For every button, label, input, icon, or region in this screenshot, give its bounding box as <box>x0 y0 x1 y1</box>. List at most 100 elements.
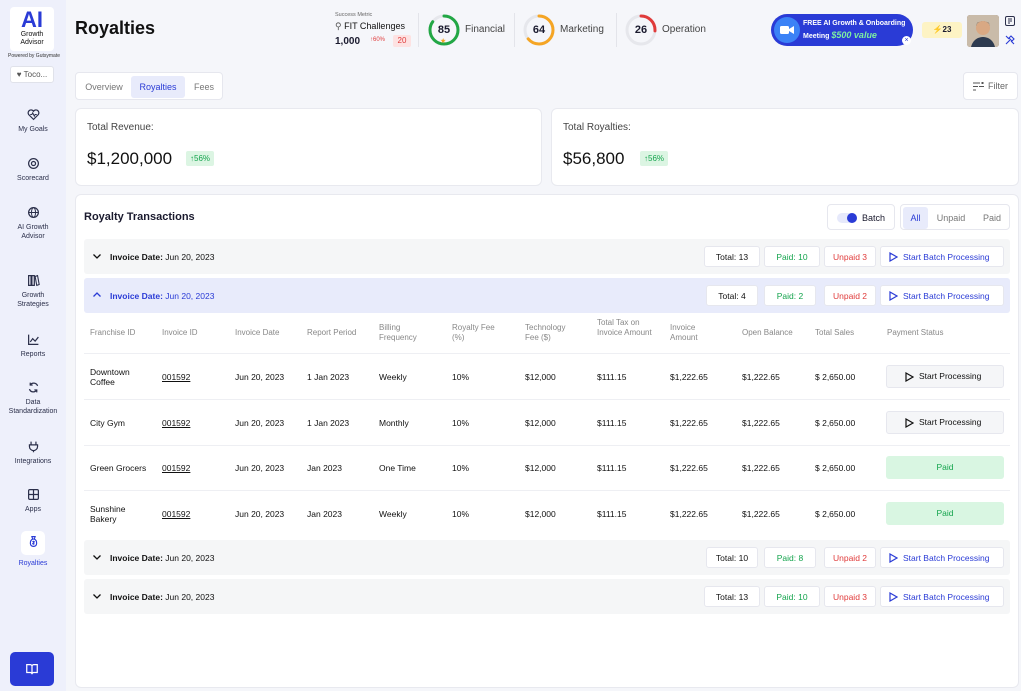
invoice-group[interactable]: Invoice Date: Jun 20, 2023 Total: 13 Pai… <box>84 239 1010 274</box>
filter-all[interactable]: All <box>903 207 928 229</box>
column-header: Franchise ID <box>90 328 136 337</box>
invoice-amount: $1,222.65 <box>670 463 708 473</box>
success-metric-name[interactable]: ⚲ FIT Challenges <box>335 21 405 32</box>
invoice-id-link[interactable]: 001592 <box>162 463 191 473</box>
group-unpaid: Unpaid 3 <box>824 246 876 267</box>
page-title: Royalties <box>75 18 156 38</box>
play-icon <box>889 291 898 301</box>
total-royalties-card <box>551 108 1019 186</box>
table-row: Green Grocers 001592 Jun 20, 2023 Jan 20… <box>84 445 1010 491</box>
report-period: Jan 2023 <box>307 509 342 519</box>
credits-count: 23 <box>942 25 952 34</box>
column-header: Technology Fee ($) <box>525 323 566 342</box>
invoice-amount: $1,222.65 <box>670 372 708 382</box>
franchise-id: Downtown Coffee <box>90 367 130 387</box>
column-header: Open Balance <box>742 328 793 337</box>
group-total: Total: 10 <box>706 547 758 568</box>
invoice-amount: $1,222.65 <box>670 509 708 519</box>
filter-unpaid[interactable]: Unpaid <box>936 213 966 223</box>
start-batch-processing-button[interactable]: Start Batch Processing <box>880 547 1004 568</box>
sidebar-item-label: Apps <box>25 506 41 513</box>
status-filter: All Unpaid Paid <box>900 204 1010 230</box>
sidebar-item-scorecard[interactable]: Scorecard <box>0 157 66 183</box>
invoice-group[interactable]: Invoice Date: Jun 20, 2023 Total: 10 Pai… <box>84 540 1010 575</box>
sidebar-toggle-icon[interactable] <box>1005 16 1015 26</box>
billing-frequency: Monthly <box>379 418 409 428</box>
invoice-group-expanded[interactable]: Invoice Date: Jun 20, 2023 Total: 4 Paid… <box>84 278 1010 313</box>
line-chart-icon <box>27 334 39 345</box>
report-period: 1 Jan 2023 <box>307 418 350 428</box>
tab-fees[interactable]: Fees <box>193 82 214 92</box>
start-processing-button[interactable]: Start Processing <box>886 365 1004 388</box>
column-header: Report Period <box>307 328 357 337</box>
divider <box>616 13 617 47</box>
financial-label: Financial <box>465 24 506 35</box>
royalty-fee: 10% <box>452 509 470 519</box>
chevron-down-icon[interactable] <box>92 552 102 562</box>
sidebar-item-royalties[interactable]: Royalties <box>0 531 66 568</box>
avatar[interactable] <box>967 15 999 47</box>
marketing-score-gauge[interactable] <box>522 13 556 47</box>
tab-royalties[interactable]: Royalties <box>131 76 185 98</box>
chevron-up-icon[interactable] <box>92 290 102 300</box>
promo-banner[interactable]: FREE AI Growth & Onboarding Meeting $500… <box>771 14 913 46</box>
page-tabs: Overview Royalties Fees <box>75 72 223 100</box>
sidebar-item-growth-strategies[interactable]: Growth Strategies <box>0 274 66 309</box>
sidebar-item-reports[interactable]: Reports <box>0 333 66 359</box>
sidebar-item-integrations[interactable]: Integrations <box>0 440 66 466</box>
chevron-down-icon[interactable] <box>92 591 102 601</box>
play-icon <box>905 418 914 428</box>
tenant-selector[interactable]: ♥ Toco... <box>10 66 54 83</box>
total-royalties-change: ↑56% <box>640 151 669 166</box>
app-logo[interactable]: AI Growth Advisor <box>10 7 54 51</box>
sidebar-item-ai-growth-advisor[interactable]: AI Growth Advisor <box>0 206 66 241</box>
tab-overview[interactable]: Overview <box>85 82 123 92</box>
invoice-id-link[interactable]: 001592 <box>162 418 191 428</box>
divider <box>418 13 419 47</box>
technology-fee: $12,000 <box>525 372 556 382</box>
start-batch-processing-button[interactable]: Start Batch Processing <box>880 586 1004 607</box>
promo-line2: Meeting $500 value <box>803 30 877 40</box>
sidebar-item-my-goals[interactable]: My Goals <box>0 108 66 134</box>
money-bag-icon <box>21 531 45 555</box>
total-tax: $111.15 <box>597 418 627 428</box>
column-header: Total Sales <box>815 328 855 337</box>
franchise-id: Green Grocers <box>90 463 147 473</box>
filter-paid[interactable]: Paid <box>982 213 1001 223</box>
grid-icon <box>27 489 39 500</box>
start-batch-processing-button[interactable]: Start Batch Processing <box>880 246 1004 267</box>
credits-badge[interactable]: ⚡23 <box>922 22 962 38</box>
knowledge-base-button[interactable] <box>10 652 54 686</box>
financial-score-gauge[interactable] <box>427 13 461 47</box>
star-icon: ★ <box>440 38 447 45</box>
play-icon <box>889 252 898 262</box>
financial-score: 85 <box>437 24 451 36</box>
invoice-id-link[interactable]: 001592 <box>162 509 191 519</box>
tools-icon[interactable] <box>1005 35 1015 45</box>
tenant-name: Toco... <box>23 70 48 79</box>
batch-toggle[interactable]: Batch <box>827 204 895 230</box>
total-royalties-value: $56,800 <box>563 149 625 168</box>
group-paid: Paid: 10 <box>764 246 820 267</box>
invoice-group[interactable]: Invoice Date: Jun 20, 2023 Total: 13 Pai… <box>84 579 1010 614</box>
invoice-id-link[interactable]: 001592 <box>162 372 191 382</box>
group-unpaid: Unpaid 3 <box>824 586 876 607</box>
sidebar-item-data-standardization[interactable]: Data Standardization <box>0 381 66 416</box>
start-batch-processing-button[interactable]: Start Batch Processing <box>880 285 1004 306</box>
filter-button[interactable]: Filter <box>963 72 1018 100</box>
powered-by: Powered by Gutsymate <box>8 53 60 59</box>
sidebar-item-apps[interactable]: Apps <box>0 488 66 514</box>
success-metric-value: 1,000 <box>335 36 361 47</box>
group-paid: Paid: 8 <box>764 547 816 568</box>
column-header: Invoice Amount <box>670 323 698 342</box>
operation-score-gauge[interactable] <box>624 13 658 47</box>
close-icon[interactable]: × <box>902 36 911 45</box>
success-metric-name-text: FIT Challenges <box>344 21 405 31</box>
chevron-down-icon[interactable] <box>92 251 102 261</box>
royalty-fee: 10% <box>452 418 470 428</box>
sidebar-item-label: AI Growth Advisor <box>17 224 49 240</box>
invoice-group-label: Invoice Date: Jun 20, 2023 <box>110 291 215 301</box>
start-processing-button[interactable]: Start Processing <box>886 411 1004 434</box>
sidebar-item-label: My Goals <box>18 126 48 133</box>
table-row: Downtown Coffee 001592 Jun 20, 2023 1 Ja… <box>84 354 1010 400</box>
